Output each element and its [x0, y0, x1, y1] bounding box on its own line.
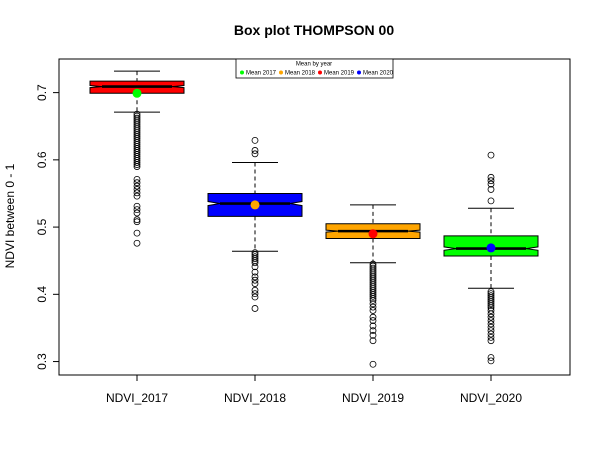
y-axis-label: NDVI between 0 - 1: [3, 163, 17, 268]
x-tick-label: NDVI_2017: [106, 391, 168, 405]
outlier-point: [251, 293, 259, 301]
outlier-point: [133, 206, 141, 214]
outlier-point: [133, 216, 141, 224]
outlier-point: [487, 151, 495, 159]
outlier-point: [487, 327, 495, 335]
outlier-point: [369, 294, 377, 302]
legend-title: Mean by year: [296, 62, 332, 68]
outlier-point: [251, 150, 259, 158]
outlier-point: [487, 357, 495, 365]
outlier-point: [487, 313, 495, 321]
outlier-point: [369, 317, 377, 324]
outlier-point: [369, 331, 377, 339]
outlier-point: [369, 300, 377, 308]
outlier-point: [133, 189, 141, 197]
outlier-point: [133, 159, 141, 166]
outlier-point: [487, 180, 495, 188]
box-group-ndvi_2017: [89, 70, 185, 247]
outlier-point: [487, 354, 495, 361]
outlier-point: [369, 296, 377, 304]
outlier-point: [369, 327, 377, 335]
outlier-point: [133, 186, 141, 193]
outlier-point: [251, 280, 259, 287]
outlier-point: [487, 302, 495, 310]
outlier-point: [251, 305, 259, 312]
legend-entry-label: Mean 2017: [246, 71, 277, 77]
outlier-point: [251, 263, 259, 271]
y-tick-label: 0.6: [35, 151, 49, 168]
mean-point: [250, 200, 260, 210]
legend-marker: [357, 70, 361, 75]
outlier-point: [369, 360, 377, 368]
x-tick-label: NDVI_2019: [342, 391, 404, 405]
outlier-point: [251, 276, 259, 284]
outlier-point: [251, 286, 259, 294]
outlier-point: [487, 173, 495, 181]
outlier-point: [487, 307, 495, 314]
mean-point: [368, 229, 378, 239]
outlier-point: [133, 202, 141, 210]
legend-frame: [235, 58, 394, 79]
legend: Mean by year Mean 2017 Mean 2018 Mean 2019…: [235, 58, 394, 79]
outlier-point: [133, 182, 141, 190]
outlier-point: [133, 229, 141, 237]
outlier-point: [251, 147, 259, 154]
outlier-point: [487, 333, 495, 341]
box-group-ndvi_2020: [443, 151, 539, 365]
outlier-point: [487, 186, 495, 193]
outlier-point: [487, 320, 495, 328]
outlier-point: [369, 322, 377, 330]
y-axis: 0.3 0.4 0.5 0.6 0.7: [35, 84, 60, 370]
outlier-point: [133, 161, 141, 168]
x-tick-label: NDVI_2018: [224, 391, 286, 405]
outlier-point: [487, 310, 495, 318]
outlier-point: [369, 313, 377, 321]
mean-point: [132, 88, 142, 98]
legend-marker: [240, 70, 244, 75]
box-group-ndvi_2018: [207, 136, 303, 312]
legend-entries: Mean 2017 Mean 2018 Mean 2019 Mean 2020: [240, 70, 394, 77]
y-tick-label: 0.4: [35, 286, 49, 303]
legend-entry-label: Mean 2018: [285, 71, 316, 77]
outlier-point: [487, 330, 495, 338]
outlier-point: [251, 268, 259, 276]
outlier-point: [369, 303, 377, 311]
outlier-point: [487, 177, 495, 185]
outlier-point: [133, 239, 141, 247]
legend-marker: [279, 70, 283, 75]
legend-entry-label: Mean 2020: [363, 71, 394, 77]
outlier-point: [487, 317, 495, 324]
outlier-point: [251, 136, 259, 144]
outlier-point: [487, 337, 495, 345]
legend-entry-label: Mean 2019: [324, 71, 355, 77]
outlier-point: [251, 273, 259, 281]
x-tick-label: NDVI_2020: [460, 391, 522, 405]
y-tick-label: 0.7: [35, 84, 49, 101]
outlier-point: [369, 337, 377, 345]
outlier-point: [251, 255, 259, 263]
outlier-point: [487, 323, 495, 331]
outlier-point: [133, 209, 141, 217]
outlier-point: [133, 179, 141, 187]
outlier-point: [487, 300, 495, 308]
x-axis: NDVI_2017 NDVI_2018 NDVI_2019 NDVI_2020: [106, 374, 522, 405]
outlier-point: [251, 290, 259, 298]
outlier-point: [133, 163, 141, 170]
boxes-layer: [89, 70, 539, 368]
legend-marker: [318, 70, 322, 75]
box-group-ndvi_2019: [325, 204, 421, 368]
mean-point: [486, 243, 496, 253]
chart-title: Box plot THOMPSON 00: [234, 22, 394, 38]
y-tick-label: 0.3: [35, 353, 49, 370]
outlier-point: [369, 307, 377, 314]
outlier-point: [133, 192, 141, 200]
y-tick-label: 0.5: [35, 218, 49, 235]
outlier-point: [133, 218, 141, 226]
outlier-point: [369, 292, 377, 300]
outlier-point: [133, 175, 141, 183]
outlier-point: [251, 259, 259, 267]
outlier-point: [487, 197, 495, 205]
